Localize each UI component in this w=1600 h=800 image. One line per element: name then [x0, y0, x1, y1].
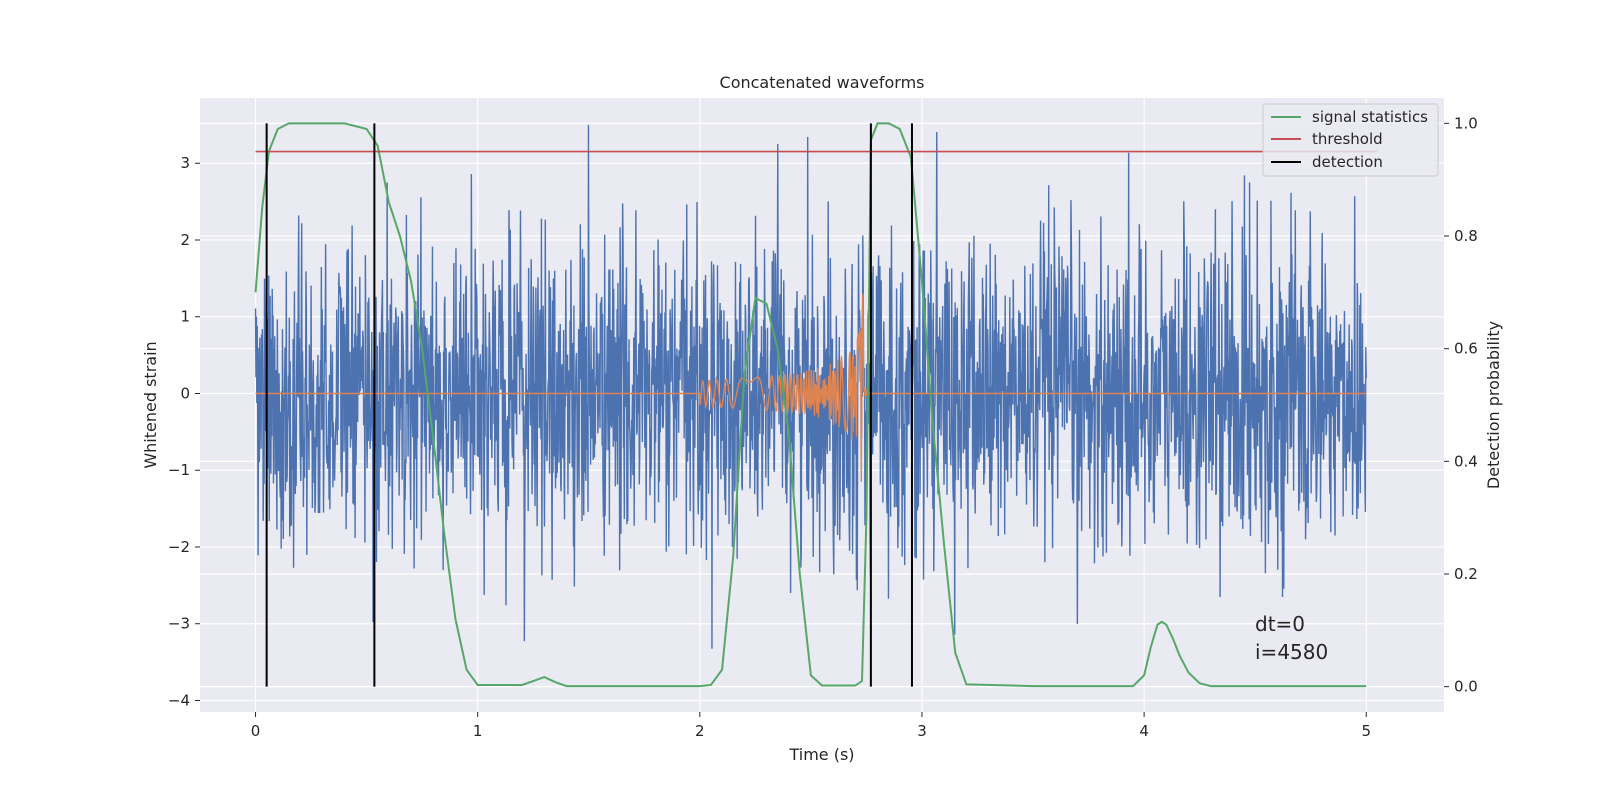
y-left-tick-label: −4	[168, 691, 190, 709]
legend-label-signal-statistics: signal statistics	[1312, 108, 1428, 126]
x-tick-label: 3	[917, 722, 927, 740]
y-left-tick-label: 3	[180, 154, 190, 172]
y-right-tick-label: 0.8	[1454, 227, 1478, 245]
legend-label-threshold: threshold	[1312, 130, 1383, 148]
x-tick-label: 0	[251, 722, 261, 740]
x-axis-label: Time (s)	[788, 745, 854, 764]
annotation-index: i=4580	[1255, 640, 1328, 664]
strain-trace	[254, 124, 1367, 649]
legend: signal statistics threshold detection	[1262, 103, 1439, 177]
y-right-tick-label: 0.2	[1454, 565, 1478, 583]
legend-label-detection: detection	[1312, 153, 1383, 171]
y-axis-label-right: Detection probability	[1484, 321, 1503, 489]
x-tick-label: 1	[473, 722, 483, 740]
y-right-tick-label: 1.0	[1454, 114, 1478, 132]
template-waveform	[255, 293, 1367, 482]
y-left-tick-label: 2	[180, 231, 190, 249]
y-left-tick-label: −1	[168, 461, 190, 479]
y-right-tick-label: 0.4	[1454, 452, 1478, 470]
signal-statistics-line	[254, 122, 1367, 688]
y-right-tick-label: 0.6	[1454, 340, 1478, 358]
strain-layer	[254, 124, 1367, 649]
y-left-tick-label: 0	[180, 384, 190, 402]
y-left-tick-label: 1	[180, 308, 190, 326]
y-axis-label-left-text: Whitened strain	[141, 341, 160, 468]
annotation-dt: dt=0	[1255, 612, 1305, 636]
legend-box	[1262, 103, 1439, 177]
y-left-tick-label: −3	[168, 615, 190, 633]
tick-layer: 0 1 2 3 4 5 3 2 1 0 −1 −2 −3 −4 1.0 0.8 0.6 0.4 0.2 0.0	[168, 114, 1478, 740]
chart-title: Concatenated waveforms	[720, 73, 925, 92]
x-tick-label: 4	[1139, 722, 1149, 740]
x-tick-label: 5	[1361, 722, 1371, 740]
series-layer	[254, 122, 1378, 688]
y-right-tick-label: 0.0	[1454, 678, 1478, 696]
y-left-tick-label: −2	[168, 538, 190, 556]
x-tick-label: 2	[695, 722, 705, 740]
